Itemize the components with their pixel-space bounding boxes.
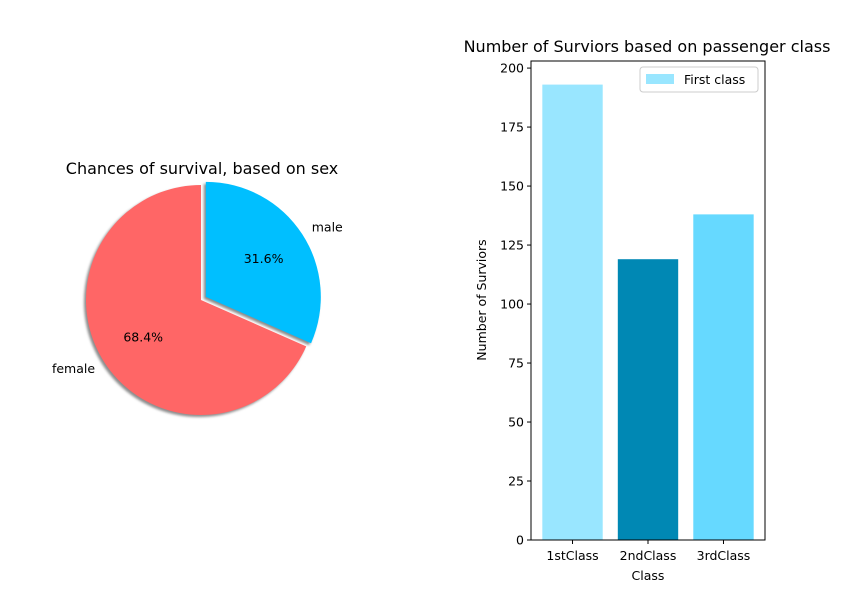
pie-labels: female 68.4% male 31.6%	[52, 220, 343, 376]
legend: First class	[639, 66, 759, 93]
y-tick-label: 100	[500, 297, 524, 312]
pie-slice-male	[205, 181, 321, 344]
pie-percent-female: 68.4%	[123, 330, 163, 345]
bar-2ndClass	[617, 259, 679, 540]
bar-1stClass	[542, 84, 603, 540]
legend-swatch	[646, 74, 674, 84]
y-axis-ticks: 0 25 50 75 100 125 150 175 200	[500, 61, 531, 548]
y-axis-label: Number of Surviors	[474, 239, 489, 360]
x-tick-label: 3rdClass	[697, 548, 751, 563]
x-tick-label: 2ndClass	[620, 548, 677, 563]
bar-series	[542, 84, 754, 540]
x-axis-ticks: 1stClass 2ndClass 3rdClass	[546, 540, 750, 563]
y-tick-label: 50	[508, 415, 524, 430]
pie-slice-female	[86, 185, 307, 415]
x-tick-label: 1stClass	[546, 548, 598, 563]
y-tick-label: 25	[508, 474, 524, 489]
pie-title: Chances of survival, based on sex	[66, 159, 338, 178]
y-tick-label: 150	[500, 179, 524, 194]
pie-percent-male: 31.6%	[244, 251, 284, 266]
x-axis-label: Class	[632, 568, 665, 583]
bar-chart: Number of Surviors based on passenger cl…	[464, 37, 831, 583]
y-tick-label: 175	[500, 120, 524, 135]
legend-frame	[639, 66, 759, 93]
legend-label: First class	[684, 72, 745, 87]
pie-label-male: male	[312, 220, 343, 235]
y-tick-label: 200	[500, 61, 524, 76]
y-tick-label: 125	[500, 238, 524, 253]
pie-label-female: female	[52, 361, 95, 376]
y-tick-label: 75	[508, 356, 524, 371]
bar-3rdClass	[693, 214, 754, 540]
y-tick-label: 0	[516, 533, 524, 548]
bar-title: Number of Surviors based on passenger cl…	[464, 37, 831, 56]
pie-chart: Chances of survival, based on sex female…	[52, 159, 343, 417]
pie-slices	[86, 181, 321, 415]
